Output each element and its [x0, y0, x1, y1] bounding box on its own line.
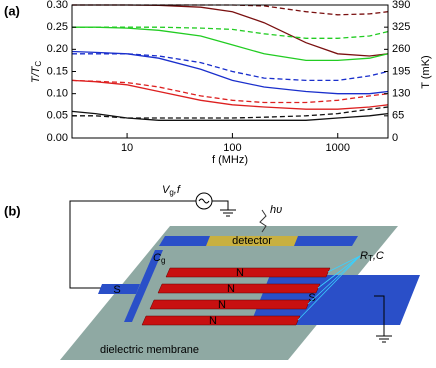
y2-axis-label: T (mK) — [420, 55, 432, 88]
data-line — [71, 50, 389, 95]
cg-sub: g — [161, 256, 165, 265]
y-tick-label: 0.00 — [47, 132, 68, 144]
cg-label: Cg — [153, 252, 165, 265]
data-line — [72, 26, 389, 62]
cg-bar — [124, 250, 163, 322]
y-tick-label: 0.30 — [47, 0, 68, 11]
y-tick-label: 0.25 — [47, 21, 68, 33]
y2-tick-label: 65 — [392, 110, 404, 122]
y2-tick-label: 195 — [392, 65, 410, 77]
n-label: N — [209, 315, 217, 327]
source-v: V — [162, 184, 171, 196]
rc-sub: T — [368, 254, 373, 263]
ground — [374, 295, 392, 343]
panel-label: (b) — [4, 203, 21, 218]
data-line — [72, 53, 389, 82]
y2-tick-label: 130 — [392, 88, 410, 100]
rc-line — [297, 255, 361, 321]
cg-c: C — [153, 252, 161, 264]
rc-line — [327, 255, 361, 273]
n-label: N — [236, 267, 244, 279]
s-left-label: S — [113, 284, 120, 296]
data-line — [72, 4, 389, 16]
y-axis-label: T/TC — [30, 61, 43, 84]
y-tick-label: 0.15 — [47, 65, 68, 77]
n-bar — [165, 267, 331, 278]
rc-rest: ,C — [373, 250, 384, 262]
y-label-main: T/T — [30, 65, 42, 83]
rc-label: RT,C — [360, 250, 384, 263]
source-wave — [198, 198, 210, 204]
y2-tick-label: 260 — [392, 43, 410, 55]
y2-tick-label: 0 — [392, 132, 398, 144]
n-label: N — [218, 299, 226, 311]
x-tick-label: 10 — [121, 142, 133, 154]
photon — [259, 209, 267, 233]
rc-r: R — [360, 250, 368, 262]
source-sub: g — [169, 188, 173, 197]
detector — [206, 236, 298, 246]
data-line — [71, 79, 389, 104]
n-bar — [149, 299, 311, 310]
diagram: (b) dielectric membrane detector hυ Vg,f… — [4, 184, 420, 360]
s-right-label: S — [308, 292, 315, 304]
y-tick-label: 0.20 — [47, 43, 68, 55]
data-line — [72, 4, 389, 57]
source-label: Vg,f — [162, 184, 181, 197]
s-left — [98, 284, 140, 294]
photon-label: hυ — [270, 204, 282, 216]
rc-line — [317, 255, 361, 289]
data-line — [71, 79, 389, 110]
rc-line — [307, 255, 361, 305]
y2-tick-label: 390 — [392, 0, 410, 11]
x-tick-label: 100 — [223, 142, 241, 154]
data-line — [72, 106, 389, 119]
panel-label: (a) — [4, 3, 20, 18]
y-label-sub: C — [34, 61, 43, 67]
n-label: N — [227, 283, 235, 295]
detector-label: detector — [232, 235, 272, 247]
y2-tick-label: 325 — [392, 21, 410, 33]
data-line — [72, 26, 389, 39]
n-bar — [157, 283, 321, 294]
ground — [212, 200, 236, 217]
n-bar — [141, 315, 301, 326]
y-tick-label: 0.05 — [47, 110, 68, 122]
wire — [69, 200, 196, 289]
data-line — [71, 110, 389, 121]
membrane-label: dielectric membrane — [100, 344, 199, 356]
x-tick-label: 1000 — [326, 142, 350, 154]
y-tick-label: 0.10 — [47, 88, 68, 100]
x-axis-label: f (MHz) — [212, 154, 248, 166]
source-rest: ,f — [174, 184, 181, 196]
